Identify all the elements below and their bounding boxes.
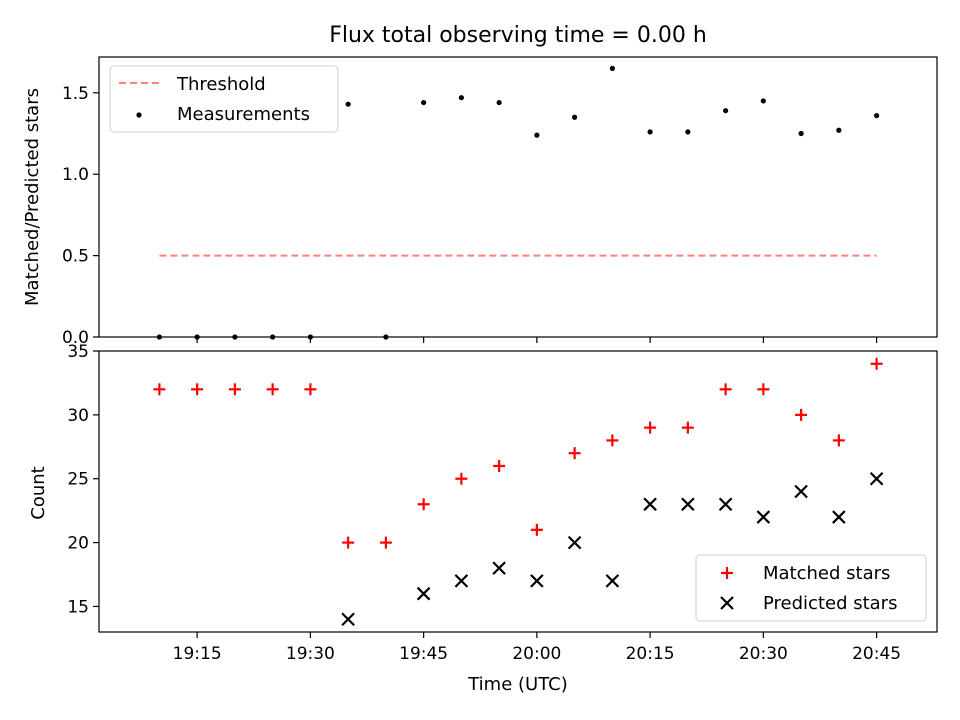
matched-star-point <box>832 434 845 447</box>
x-tick-label: 20:15 <box>626 644 675 664</box>
legend-predicted-label: Predicted stars <box>763 593 897 614</box>
y-tick-label: 1.0 <box>62 165 89 185</box>
measurement-point <box>156 334 162 340</box>
matched-star-point <box>757 383 770 396</box>
matched-star-point <box>153 383 166 396</box>
measurement-point <box>383 334 389 340</box>
y-tick-label: 0.0 <box>62 328 89 348</box>
bottom-legend: Matched stars Predicted stars <box>695 554 927 622</box>
matched-star-point <box>795 408 808 421</box>
bottom-y-axis-label: Count <box>28 466 49 519</box>
matched-star-point <box>191 383 204 396</box>
x-tick-label: 19:45 <box>399 644 448 664</box>
measurement-point <box>194 334 200 340</box>
measurement-point <box>798 130 804 137</box>
bottom-legend-box <box>695 554 927 622</box>
y-tick-label: 35 <box>67 342 89 362</box>
measurement-point <box>647 129 653 135</box>
matched-star-point <box>530 523 543 536</box>
top-y-axis-label: Matched/Predicted stars <box>22 88 43 306</box>
measurement-point <box>874 113 880 119</box>
matched-star-point <box>870 357 883 370</box>
x-tick-label: 19:15 <box>173 644 222 664</box>
top-legend-box <box>109 65 339 133</box>
predicted-star-point <box>718 497 733 512</box>
predicted-star-point <box>605 574 620 588</box>
matched-star-point <box>342 536 355 549</box>
y-tick-label: 25 <box>67 470 89 490</box>
matched-star-point <box>493 459 506 472</box>
measurement-point <box>609 65 615 71</box>
measurement-point <box>307 334 313 340</box>
legend-threshold-label: Threshold <box>176 74 266 95</box>
measurement-point <box>496 99 502 106</box>
y-tick-label: 1.5 <box>62 84 89 104</box>
y-tick-label: 15 <box>67 597 89 617</box>
measurement-point <box>458 95 464 101</box>
predicted-star-point <box>492 561 506 575</box>
matched-star-point <box>568 447 581 460</box>
x-tick-label: 19:30 <box>286 644 335 664</box>
measurement-point <box>723 108 729 114</box>
predicted-star-point <box>681 497 695 512</box>
predicted-star-point <box>530 574 544 588</box>
legend-measurements-label: Measurements <box>177 104 310 125</box>
legend-matched-swatch <box>721 567 733 579</box>
legend-measurements-swatch <box>136 112 142 118</box>
measurement-point <box>534 132 540 138</box>
matched-star-point <box>228 383 241 396</box>
matched-star-point <box>644 421 657 434</box>
chart-title: Flux total observing time = 0.00 h <box>329 23 707 48</box>
measurement-point <box>685 129 691 135</box>
x-axis-label: Time (UTC) <box>467 674 568 695</box>
matched-star-point <box>379 536 392 549</box>
x-tick-label: 20:45 <box>852 644 901 664</box>
matched-star-point <box>417 498 430 511</box>
bottom-plot-area: 15 20 25 30 35 19:15 19:30 19:45 20:00 20:15 20:30… <box>67 342 938 664</box>
predicted-star-point <box>756 510 771 524</box>
plot-frame-top <box>98 56 938 338</box>
matched-star-point <box>681 421 694 434</box>
plot-frame-bottom <box>98 350 938 633</box>
legend-matched-label: Matched stars <box>763 563 890 584</box>
matched-star-point <box>455 472 468 485</box>
top-legend: Threshold Measurements <box>109 65 339 133</box>
predicted-star-point <box>794 484 808 499</box>
measurement-point <box>345 101 351 107</box>
y-tick-label: 20 <box>67 534 89 554</box>
measurement-point <box>270 334 276 340</box>
legend-predicted-swatch <box>720 596 734 610</box>
matched-star-point <box>719 383 732 396</box>
predicted-star-point <box>869 471 884 486</box>
matched-star-point <box>266 383 279 396</box>
measurement-point <box>572 114 578 120</box>
measurement-point <box>760 98 766 104</box>
predicted-star-point <box>341 612 355 627</box>
predicted-star-point <box>643 497 657 512</box>
top-plot-area: 0.0 0.5 1.0 1.5 <box>62 56 938 348</box>
matched-star-point <box>304 383 317 396</box>
matched-star-point <box>606 434 619 447</box>
measurement-point <box>232 334 238 340</box>
predicted-star-point <box>416 586 431 601</box>
measurement-point <box>836 127 842 133</box>
predicted-star-point <box>832 510 846 524</box>
x-tick-label: 20:30 <box>739 644 788 664</box>
predicted-star-point <box>454 574 469 588</box>
y-tick-label: 30 <box>67 406 89 426</box>
predicted-star-point <box>567 535 582 550</box>
y-tick-label: 0.5 <box>62 247 89 267</box>
x-tick-label: 20:00 <box>512 644 561 664</box>
measurement-point <box>421 99 427 106</box>
